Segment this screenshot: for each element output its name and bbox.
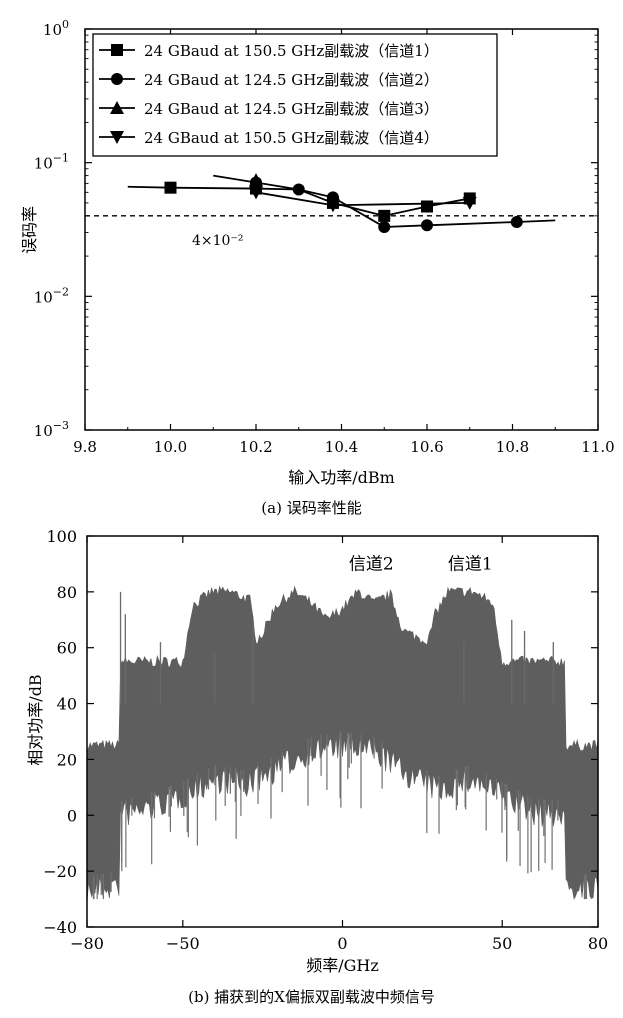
x-tick-label: 80 [588, 934, 608, 953]
series-4 [249, 186, 477, 213]
x-tick-label: 10.6 [410, 438, 443, 456]
data-point [421, 200, 433, 213]
x-tick-label: 10.4 [325, 438, 358, 456]
series-line [255, 191, 470, 207]
legend-marker [110, 101, 124, 114]
x-axis-label: 输入功率/dBm [288, 468, 395, 487]
spectrum-chart: −80 −50 0 50 80 −40 −20 0 20 40 60 80 100 信道2 信道1 频率/GH… [26, 527, 608, 975]
y-tick-label: −40 [43, 918, 77, 937]
data-point [421, 219, 433, 232]
x-tick-label: 10.2 [239, 438, 272, 456]
data-point [378, 209, 391, 222]
legend-marker [111, 73, 123, 85]
legend-label: 24 GBaud at 150.5 GHz副载波（信道4） [144, 129, 439, 147]
channel-annotation: 信道2 [349, 555, 394, 575]
legend-label: 24 GBaud at 124.5 GHz副载波（信道2） [144, 71, 439, 89]
data-point [510, 215, 523, 228]
y-tick-label: 10−2 [34, 285, 69, 306]
legend: 24 GBaud at 150.5 GHz副载波（信道1） 24 GBaud at… [92, 33, 498, 157]
spectrum-fill [86, 585, 599, 903]
x-tick-label: 11.0 [581, 438, 614, 456]
legend-marker [111, 44, 123, 56]
data-point [292, 183, 305, 196]
caption-spectrum-chart: (b) 捕获到的X偏振双副载波中频信号 [188, 988, 435, 1006]
y-tick-label: 100 [46, 527, 77, 546]
legend-box [92, 33, 498, 157]
y-tick-label: 10−1 [34, 152, 69, 173]
x-tick-label: −50 [166, 934, 200, 953]
ber-chart: 9.8 10.0 10.2 10.4 10.6 10.8 11.0 100 10−1 10−2 10… [20, 18, 615, 487]
legend-label: 24 GBaud at 124.5 GHz副载波（信道3） [144, 100, 439, 118]
y-axis-label: 相对功率/dB [26, 674, 45, 765]
y-tick-label: 100 [43, 18, 69, 39]
legend-label: 24 GBaud at 150.5 GHz副载波（信道1） [144, 42, 439, 60]
x-tick-label: 50 [492, 934, 512, 953]
x-axis-label: 频率/GHz [306, 956, 379, 975]
y-tick-label: 20 [57, 750, 77, 769]
series-line [127, 185, 470, 217]
series-line [213, 174, 556, 228]
data-point [325, 199, 340, 213]
data-point [249, 186, 263, 200]
x-tick-label: 10.0 [154, 438, 187, 456]
data-point [249, 173, 263, 187]
threshold-label: 4×10⁻² [192, 233, 243, 249]
x-tick-label: 0 [337, 934, 347, 953]
data-point [462, 196, 477, 210]
caption-ber-chart: (a) 误码率性能 [261, 499, 362, 517]
data-point [378, 221, 391, 234]
y-tick-label: 10−3 [34, 419, 69, 440]
series-3 [249, 173, 263, 187]
y-axis-label: 误码率 [20, 206, 39, 254]
y-tick-label: −20 [43, 862, 77, 881]
y-tick-label: 0 [67, 806, 77, 825]
x-tick-label: 9.8 [73, 438, 97, 456]
channel-annotation: 信道1 [448, 555, 493, 575]
data-point [164, 181, 177, 194]
x-tick-label: 10.8 [496, 438, 529, 456]
legend-marker [110, 131, 124, 144]
y-tick-label: 40 [57, 695, 77, 714]
y-tick-label: 80 [57, 583, 77, 602]
y-tick-label: 60 [57, 639, 77, 658]
x-tick-label: −80 [70, 934, 104, 953]
